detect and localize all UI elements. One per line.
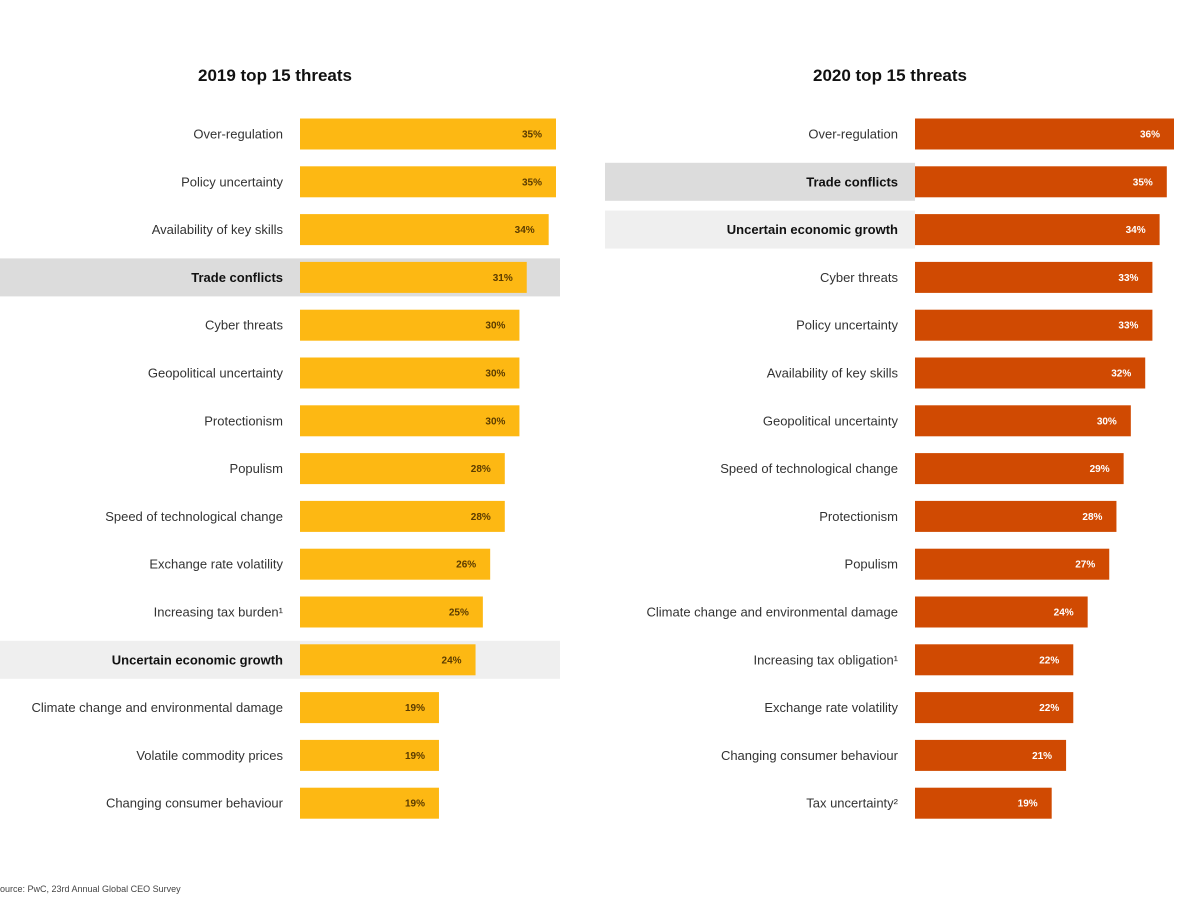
category-label-2019-2: Availability of key skills	[152, 222, 284, 237]
category-label-2020-5: Availability of key skills	[767, 366, 899, 381]
value-label-2019-13: 19%	[405, 751, 425, 762]
value-label-2020-9: 27%	[1075, 560, 1095, 571]
bar-2020-1	[915, 166, 1167, 198]
value-label-2020-7: 29%	[1090, 464, 1110, 475]
bar-2019-1	[300, 166, 556, 198]
value-label-2019-8: 28%	[471, 512, 491, 523]
bar-2019-9	[300, 548, 491, 580]
value-label-2019-4: 30%	[485, 321, 505, 332]
category-label-2020-14: Tax uncertainty²	[806, 796, 898, 811]
bar-2019-12	[300, 692, 439, 724]
bar-2019-4	[300, 309, 520, 341]
bar-2020-14	[915, 787, 1052, 819]
category-label-2020-8: Protectionism	[819, 509, 898, 524]
category-label-2019-11: Uncertain economic growth	[112, 652, 283, 667]
bar-2020-10	[915, 596, 1088, 628]
value-label-2020-14: 19%	[1018, 799, 1038, 810]
bar-2019-7	[300, 453, 505, 485]
bar-2020-0	[915, 118, 1174, 150]
category-label-2020-11: Increasing tax obligation¹	[753, 652, 898, 667]
category-label-2019-5: Geopolitical uncertainty	[148, 366, 284, 381]
value-label-2020-4: 33%	[1118, 321, 1138, 332]
value-label-2019-10: 25%	[449, 608, 469, 619]
value-label-2019-12: 19%	[405, 703, 425, 714]
bar-2019-11	[300, 644, 476, 676]
category-label-2020-13: Changing consumer behaviour	[721, 748, 899, 763]
bar-2020-3	[915, 261, 1153, 293]
value-label-2019-1: 35%	[522, 177, 542, 188]
bar-2020-4	[915, 309, 1153, 341]
highlight-band-2020-2	[605, 210, 915, 249]
value-label-2020-12: 22%	[1039, 703, 1059, 714]
value-label-2020-2: 34%	[1126, 225, 1146, 236]
category-label-2020-3: Cyber threats	[820, 270, 899, 285]
value-label-2020-13: 21%	[1032, 751, 1052, 762]
value-label-2020-6: 30%	[1097, 416, 1117, 427]
category-label-2019-0: Over-regulation	[193, 127, 283, 142]
category-label-2020-0: Over-regulation	[808, 127, 898, 142]
bar-2020-8	[915, 500, 1117, 532]
value-label-2019-9: 26%	[456, 560, 476, 571]
bar-2019-3	[300, 261, 527, 293]
bar-2019-0	[300, 118, 556, 150]
value-label-2019-11: 24%	[442, 655, 462, 666]
category-label-2020-2: Uncertain economic growth	[727, 222, 898, 237]
threat-bar-charts: Over-regulation 35% Policy uncertainty 35% A…	[0, 118, 1174, 819]
bar-2019-8	[300, 500, 505, 532]
value-label-2019-7: 28%	[471, 464, 491, 475]
bar-2019-6	[300, 405, 520, 437]
bar-2019-10	[300, 596, 483, 628]
category-label-2019-8: Speed of technological change	[105, 509, 283, 524]
category-label-2019-9: Exchange rate volatility	[149, 557, 283, 572]
value-label-2019-2: 34%	[515, 225, 535, 236]
value-label-2020-10: 24%	[1054, 608, 1074, 619]
category-label-2019-7: Populism	[230, 461, 283, 476]
bar-2019-5	[300, 357, 520, 389]
bar-2020-12	[915, 692, 1074, 724]
value-label-2019-3: 31%	[493, 273, 513, 284]
category-label-2020-6: Geopolitical uncertainty	[763, 413, 899, 428]
chart-title-2019: 2019 top 15 threats	[197, 66, 352, 85]
category-label-2019-1: Policy uncertainty	[181, 174, 283, 189]
bar-2020-2	[915, 214, 1160, 246]
bar-2019-2	[300, 214, 549, 246]
highlight-band-2020-1	[605, 162, 915, 201]
value-label-2019-6: 30%	[485, 416, 505, 427]
value-label-2020-1: 35%	[1133, 177, 1153, 188]
category-label-2020-10: Climate change and environmental damage	[647, 605, 899, 620]
bar-2019-13	[300, 739, 439, 771]
value-label-2020-5: 32%	[1111, 369, 1131, 380]
category-label-2019-6: Protectionism	[204, 413, 283, 428]
category-label-2019-12: Climate change and environmental damage	[32, 700, 284, 715]
bar-2019-14	[300, 787, 439, 819]
bar-2020-9	[915, 548, 1110, 580]
value-label-2019-5: 30%	[485, 369, 505, 380]
value-label-2020-8: 28%	[1082, 512, 1102, 523]
bar-2020-11	[915, 644, 1074, 676]
category-label-2019-13: Volatile commodity prices	[136, 748, 283, 763]
bar-2020-6	[915, 405, 1131, 437]
category-label-2019-14: Changing consumer behaviour	[106, 796, 284, 811]
category-label-2020-12: Exchange rate volatility	[764, 700, 898, 715]
category-label-2020-7: Speed of technological change	[720, 461, 898, 476]
bar-2020-7	[915, 453, 1124, 485]
category-label-2019-10: Increasing tax burden¹	[154, 605, 284, 620]
value-label-2020-3: 33%	[1118, 273, 1138, 284]
category-label-2020-1: Trade conflicts	[806, 174, 898, 189]
category-label-2019-3: Trade conflicts	[191, 270, 283, 285]
bar-2020-5	[915, 357, 1146, 389]
category-label-2019-4: Cyber threats	[205, 318, 284, 333]
value-label-2019-14: 19%	[405, 799, 425, 810]
value-label-2020-0: 36%	[1140, 130, 1160, 141]
chart-title-2020: 2020 top 15 threats	[812, 66, 967, 85]
source-note: ource: PwC, 23rd Annual Global CEO Surve…	[0, 884, 181, 894]
category-label-2020-4: Policy uncertainty	[796, 318, 898, 333]
category-label-2020-9: Populism	[845, 557, 898, 572]
value-label-2019-0: 35%	[522, 130, 542, 141]
value-label-2020-11: 22%	[1039, 655, 1059, 666]
bar-2020-13	[915, 739, 1067, 771]
